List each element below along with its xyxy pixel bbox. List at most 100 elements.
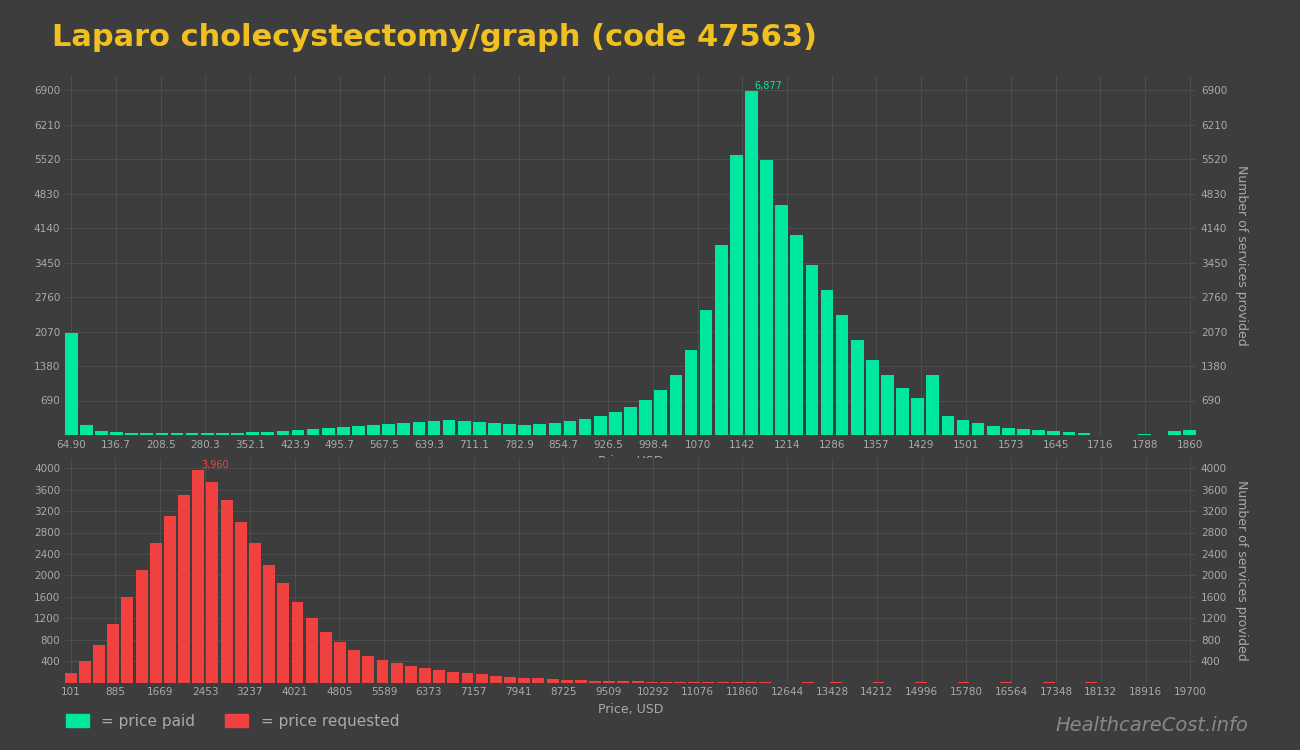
Bar [896,388,909,435]
Bar [447,672,459,682]
Bar [277,584,289,682]
Bar [404,666,417,682]
Bar [79,661,91,682]
Bar [575,680,586,682]
Bar [250,543,261,682]
Bar [140,433,153,435]
Bar [246,432,259,435]
Bar [490,676,502,682]
X-axis label: Price, USD: Price, USD [598,703,663,716]
Text: 3,960: 3,960 [202,460,229,470]
Bar [156,433,168,435]
Bar [443,420,455,435]
X-axis label: Price, USD: Price, USD [598,455,663,469]
Bar [670,375,682,435]
Text: 6,877: 6,877 [754,81,783,91]
Bar [202,433,213,435]
Bar [836,315,849,435]
Y-axis label: Number of services provided: Number of services provided [1235,165,1248,346]
Bar [632,681,644,682]
Bar [261,432,274,435]
Bar [428,421,441,435]
Bar [125,433,138,435]
Bar [377,660,389,682]
Bar [775,205,788,435]
Bar [618,681,629,682]
Bar [760,160,774,435]
Bar [699,310,712,435]
Bar [216,433,229,435]
Bar [564,421,576,435]
Text: HealthcareCost.info: HealthcareCost.info [1056,716,1248,735]
Bar [398,423,410,435]
Bar [911,398,924,435]
Bar [476,674,488,682]
Bar [546,680,559,682]
Bar [608,412,621,435]
Bar [1017,429,1030,435]
Bar [363,656,374,682]
Bar [334,642,346,682]
Bar [941,416,954,435]
Bar [533,679,545,682]
Bar [382,424,395,435]
Bar [560,680,573,682]
Bar [731,155,742,435]
Bar [578,419,592,435]
Bar [306,618,317,682]
Bar [462,674,473,682]
Bar [1002,427,1015,435]
Bar [488,423,500,435]
Bar [881,375,894,435]
Bar [790,235,803,435]
Bar [458,421,471,435]
Bar [352,426,365,435]
Bar [957,420,970,435]
Bar [603,681,615,682]
Bar [1048,431,1059,435]
Bar [65,673,77,682]
Legend: = price paid, = price requested: = price paid, = price requested [60,707,406,735]
Bar [81,425,92,435]
Bar [987,425,1000,435]
Bar [852,340,863,435]
Bar [170,433,183,435]
Bar [549,422,562,435]
Bar [412,422,425,435]
Bar [135,570,147,682]
Bar [94,645,105,682]
Bar [307,429,320,435]
Bar [337,427,350,435]
Bar [1183,430,1196,435]
Bar [322,428,334,435]
Text: Laparo cholecystectomy/graph (code 47563): Laparo cholecystectomy/graph (code 47563… [52,22,816,52]
Bar [121,597,134,682]
Bar [624,407,637,435]
Bar [164,517,176,682]
Bar [65,332,78,435]
Bar [589,681,601,682]
Bar [108,623,120,682]
Y-axis label: Number of services provided: Number of services provided [1235,480,1248,661]
Bar [348,650,360,682]
Bar [111,432,124,435]
Bar [1078,433,1091,435]
Bar [866,360,879,435]
Bar [207,482,218,682]
Bar [192,470,204,682]
Bar [533,424,546,435]
Bar [654,390,667,435]
Bar [1138,434,1150,435]
Bar [433,670,445,682]
Bar [1062,432,1075,435]
Bar [503,424,516,435]
Bar [277,431,289,435]
Bar [504,676,516,682]
Bar [806,265,818,435]
Bar [1032,430,1045,435]
Bar [519,678,530,682]
Bar [320,632,332,682]
Bar [95,431,108,435]
Bar [1169,430,1180,435]
Bar [291,602,303,682]
